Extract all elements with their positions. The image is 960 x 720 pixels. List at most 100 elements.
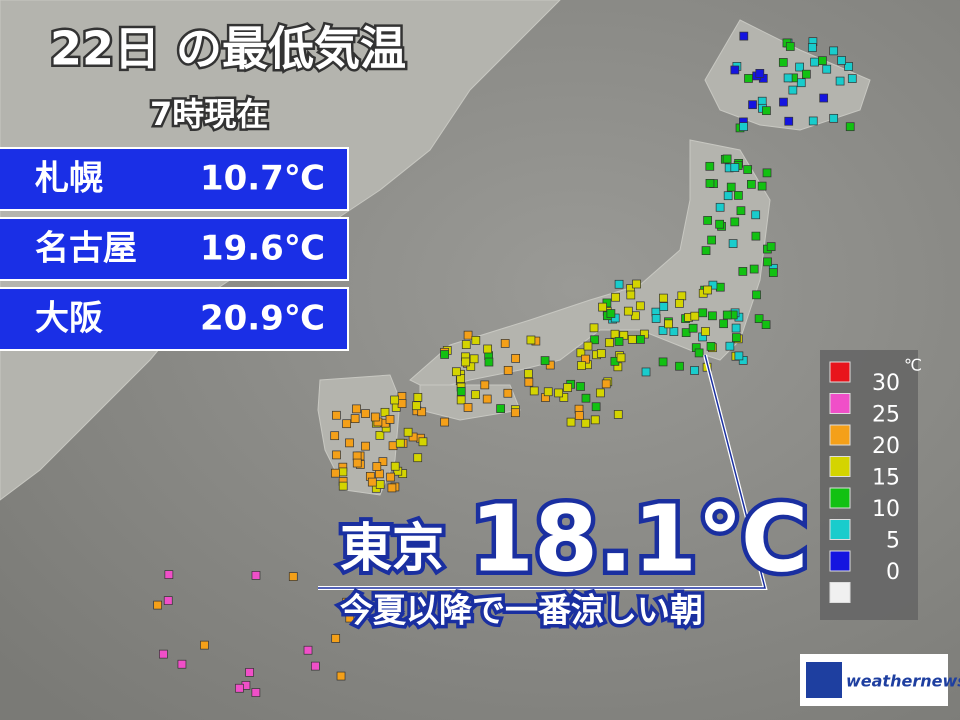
station — [731, 323, 741, 333]
station — [728, 239, 738, 248]
station — [749, 264, 759, 274]
station — [819, 93, 829, 103]
station — [378, 457, 388, 466]
station — [338, 481, 348, 491]
station — [581, 418, 591, 428]
callout-line — [318, 354, 766, 589]
station — [751, 231, 761, 241]
station — [722, 154, 732, 164]
station — [635, 301, 645, 311]
station — [461, 340, 471, 349]
station — [350, 414, 360, 423]
station — [664, 319, 673, 329]
station — [731, 333, 741, 342]
station — [452, 367, 461, 377]
station — [845, 122, 855, 132]
station — [395, 438, 405, 448]
station — [755, 69, 765, 78]
station — [829, 46, 839, 56]
station — [726, 182, 736, 192]
station — [471, 335, 481, 345]
station — [847, 74, 857, 83]
station — [705, 161, 715, 171]
station — [361, 441, 370, 451]
station — [583, 341, 593, 351]
station — [559, 393, 569, 402]
station — [463, 330, 473, 340]
legend-label: 30 — [872, 371, 900, 396]
station — [669, 327, 679, 336]
station — [251, 688, 261, 697]
station — [675, 361, 684, 371]
station — [614, 279, 624, 289]
station — [456, 395, 466, 405]
legend-label: 15 — [872, 466, 900, 491]
station — [590, 415, 600, 425]
station — [403, 427, 413, 437]
station — [375, 469, 384, 479]
city-list: 札幌 10.7℃ 名古屋 19.6℃ 大阪 20.9℃ — [0, 147, 349, 351]
station — [412, 401, 421, 411]
station — [461, 357, 470, 367]
station — [352, 404, 361, 414]
legend-swatch — [829, 550, 851, 572]
station — [503, 388, 513, 398]
station — [385, 415, 395, 424]
station — [703, 216, 712, 225]
callout-note: 今夏以降で一番涼しい朝 — [340, 591, 703, 630]
station — [484, 357, 494, 367]
station — [641, 367, 651, 377]
station — [636, 335, 645, 344]
city-name: 札幌 — [35, 159, 103, 199]
station — [762, 106, 771, 116]
station — [675, 299, 684, 308]
station — [251, 571, 261, 580]
station — [738, 267, 748, 276]
station — [810, 57, 819, 67]
station — [734, 351, 744, 361]
station — [659, 302, 669, 311]
station — [345, 438, 354, 448]
station — [482, 394, 492, 404]
station — [818, 56, 827, 66]
station — [658, 357, 668, 367]
station — [614, 337, 624, 346]
station — [342, 419, 351, 429]
station — [591, 402, 601, 412]
station — [701, 327, 710, 336]
station — [658, 326, 668, 335]
station — [739, 122, 748, 131]
legend-swatch — [829, 456, 851, 477]
station — [802, 69, 811, 79]
title: 22日 の最低気温 — [50, 22, 406, 76]
station — [796, 78, 806, 88]
station — [310, 661, 320, 671]
station — [632, 279, 641, 289]
logo-text: weathernews — [846, 672, 960, 691]
legend-label: 20 — [872, 434, 900, 459]
station — [703, 285, 712, 295]
station — [577, 361, 586, 370]
station — [626, 290, 636, 300]
station — [785, 42, 795, 51]
station — [690, 366, 699, 375]
callout-temp: 18.1℃ — [470, 485, 808, 592]
station — [418, 437, 428, 447]
station — [681, 328, 691, 337]
station — [808, 116, 818, 126]
station — [235, 683, 244, 693]
station — [331, 634, 341, 643]
station — [784, 116, 794, 126]
legend-label: 25 — [872, 403, 900, 428]
station — [844, 62, 853, 71]
station — [500, 339, 510, 348]
city-name: 名古屋 — [35, 229, 137, 269]
station — [153, 600, 163, 610]
station — [367, 477, 377, 487]
station — [581, 393, 591, 403]
station — [725, 341, 735, 351]
station — [177, 659, 187, 669]
station — [723, 191, 733, 201]
